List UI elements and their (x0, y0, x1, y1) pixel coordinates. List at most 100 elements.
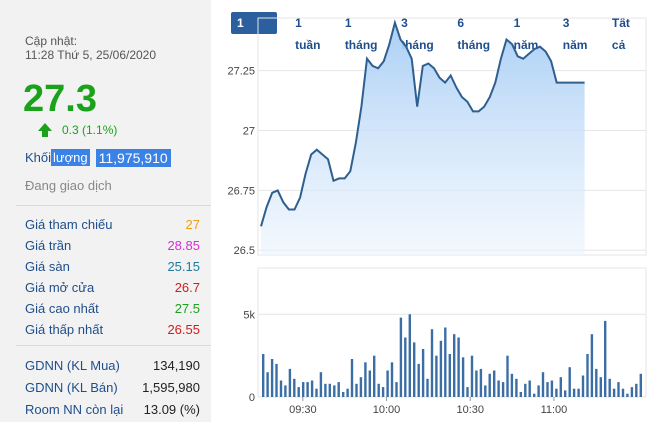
volume-bar (555, 388, 558, 397)
volume-bar (461, 357, 465, 397)
volume-bar (528, 380, 531, 397)
price-area (261, 22, 585, 255)
volume-bar (617, 382, 620, 397)
volume-bar (404, 337, 407, 397)
tab-1-year[interactable]: 1 năm (513, 16, 539, 52)
volume-bar (577, 388, 580, 397)
period-tabs: 1 ngày 1 tuần 1 tháng 3 tháng 6 tháng 1 … (231, 12, 661, 52)
open-price-label: Giá mở cửa (25, 279, 95, 295)
time-x-axis: 09:30 10:00 10:30 11:00 (289, 397, 567, 416)
volume-y-axis: 5k 0 (243, 309, 255, 404)
volume-value: 11,975,910 (95, 148, 171, 167)
arrow-up-icon (38, 123, 52, 137)
volume-bar (417, 363, 420, 397)
volume-bar (595, 368, 598, 397)
divider (16, 345, 211, 346)
floor-price-label: Giá sàn (25, 258, 70, 274)
volume-bar (457, 337, 460, 397)
volume-bar (626, 393, 629, 397)
volume-label-b: lượng (51, 149, 90, 166)
tab-1-month[interactable]: 1 tháng (344, 16, 378, 52)
foreign-sell-label: GDNN (KL Bán) (25, 379, 118, 395)
update-time: 11:28 Thứ 5, 25/06/2020 (25, 48, 157, 62)
volume-bar (581, 375, 585, 397)
high-price-row: Giá cao nhất 27.5 (25, 299, 200, 317)
volume-bar (435, 355, 438, 397)
volume-bar (479, 368, 483, 397)
ceiling-price-row: Giá trần 28.85 (25, 236, 200, 254)
foreign-room-value: 13.09 (%) (143, 401, 200, 417)
volume-bar (284, 385, 287, 397)
volume-bar (572, 388, 576, 397)
foreign-buy-row: GDNN (KL Mua) 134,190 (25, 356, 200, 374)
volume-bar (630, 387, 634, 397)
volume-bar (315, 388, 318, 397)
volume-bar (515, 378, 518, 397)
volume-bar (537, 385, 540, 397)
volume-y-tick: 5k (243, 309, 255, 321)
low-price-label: Giá thấp nhất (25, 321, 104, 337)
price-y-tick: 27 (243, 126, 255, 138)
tab-3-years[interactable]: 3 năm (562, 16, 588, 52)
volume-bar (550, 380, 554, 397)
volume-bar (430, 329, 434, 397)
volume-bar (346, 388, 349, 397)
ref-price-row: Giá tham chiếu 27 (25, 215, 200, 233)
volume-bar (506, 355, 509, 397)
volume-bar (333, 385, 336, 397)
foreign-room-label: Room NN còn lại (25, 401, 124, 417)
volume-bar (306, 382, 309, 397)
change-value: 0.3 (1.1%) (62, 123, 118, 137)
volume-label-a: Khối (25, 150, 52, 165)
volume-bar (444, 327, 447, 397)
volume-bar (355, 383, 358, 397)
volume-bar (608, 378, 611, 397)
open-price-value: 26.7 (174, 279, 200, 295)
volume-bar (342, 392, 345, 397)
volume-bars (262, 314, 642, 397)
price-y-tick: 26.75 (227, 185, 255, 197)
volume-bar (368, 370, 371, 397)
tab-1-week[interactable]: 1 tuần (295, 16, 321, 52)
foreign-sell-value: 1,595,980 (142, 379, 200, 395)
ref-price-value: 27 (185, 216, 200, 232)
volume-bar (510, 373, 514, 397)
volume-bar (568, 367, 571, 397)
price-chart: 27.25 27 26.75 26.5 5k 0 09:30 10:00 10:30 11:0… (227, 17, 647, 416)
ref-price-label: Giá tham chiếu (25, 216, 113, 232)
volume-bar (328, 383, 331, 397)
ceiling-price-value: 28.85 (167, 237, 200, 253)
volume-bar (324, 383, 327, 397)
volume-bar (519, 392, 522, 397)
volume-bar (381, 387, 385, 397)
volume-bar (493, 370, 496, 397)
volume-row: Khối lượng 11,975,910 (25, 148, 171, 167)
volume-bar (359, 377, 363, 397)
tab-6-months[interactable]: 6 tháng (457, 16, 491, 52)
tab-3-months[interactable]: 3 tháng (401, 16, 434, 52)
high-price-label: Giá cao nhất (25, 300, 99, 316)
volume-bar (466, 387, 469, 397)
volume-bar (279, 380, 283, 397)
volume-bar (586, 354, 589, 397)
quote-panel: Cập nhật: 11:28 Thứ 5, 25/06/2020 27.3 0… (0, 0, 211, 422)
volume-bar (350, 359, 354, 397)
high-price-value: 27.5 (174, 300, 200, 316)
volume-bar (266, 372, 269, 397)
floor-price-value: 25.15 (167, 258, 200, 274)
volume-bar (448, 354, 451, 397)
tab-all[interactable]: Tất cả (611, 16, 630, 52)
volume-bar (604, 320, 607, 397)
volume-bar (386, 370, 389, 397)
foreign-buy-label: GDNN (KL Mua) (25, 357, 120, 373)
price-change: 0.3 (1.1%) (37, 122, 117, 138)
volume-bar (501, 382, 505, 397)
x-tick-label: 09:30 (289, 404, 317, 416)
x-tick-label: 10:00 (373, 404, 401, 416)
foreign-buy-value: 134,190 (153, 357, 200, 373)
volume-bar (364, 362, 367, 397)
volume-bar (395, 382, 398, 397)
volume-bar (377, 383, 380, 397)
volume-bar (453, 334, 456, 397)
volume-bar (546, 382, 549, 397)
